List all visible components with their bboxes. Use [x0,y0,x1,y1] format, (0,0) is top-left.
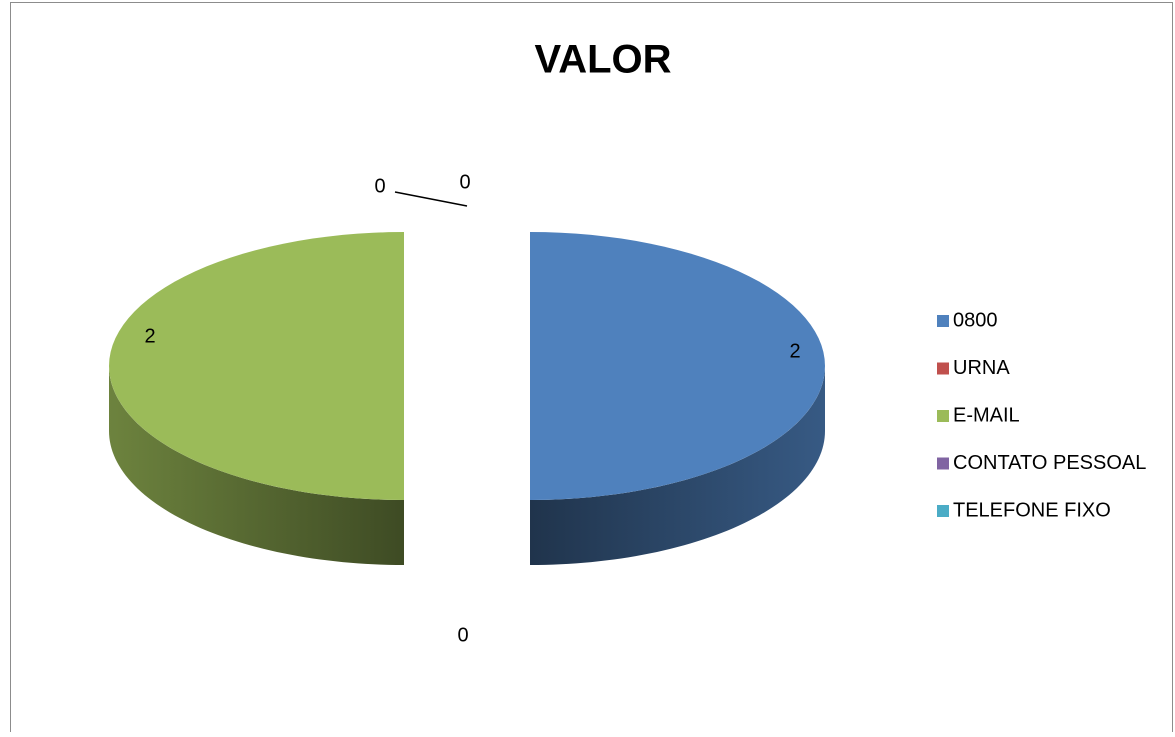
slice [109,232,404,500]
data-label: 2 [789,340,800,362]
data-label: 0 [374,175,385,197]
legend-label: URNA [953,357,1010,379]
legend-swatch [937,505,949,517]
leader-line [394,191,468,207]
legend-swatch [937,457,949,470]
data-label: 0 [457,624,468,646]
slice-side [530,366,825,565]
data-label: 0 [459,171,470,193]
slice [530,232,825,500]
legend-label: E-MAIL [953,404,1020,426]
slice-side [109,366,404,565]
legend-swatch [937,410,949,422]
data-label: 2 [144,325,155,347]
legend-swatch [937,362,949,375]
chart-title: VALOR [534,38,671,82]
legend-label: 0800 [953,309,998,331]
legend-label: TELEFONE FIXO [953,499,1111,521]
legend-swatch [937,315,949,327]
legend-label: CONTATO PESSOAL [953,452,1146,474]
